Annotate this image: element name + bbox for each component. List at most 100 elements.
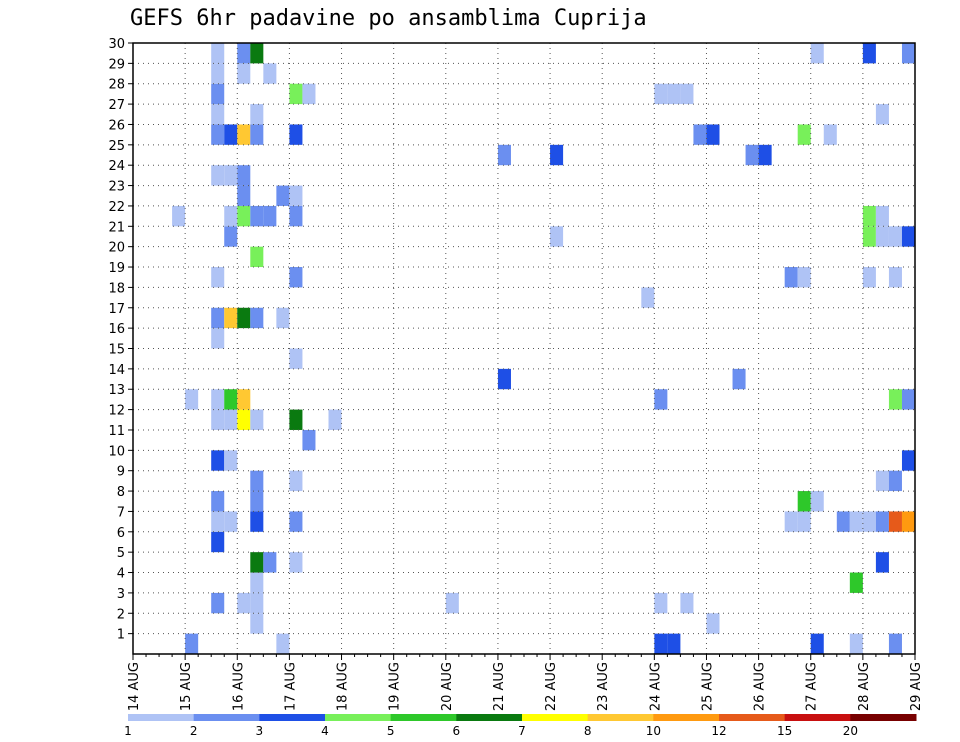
- heatmap-cell: [237, 63, 251, 84]
- y-tick-label: 16: [108, 322, 125, 337]
- heatmap-cell: [224, 205, 238, 227]
- y-tick-label: 15: [108, 343, 125, 358]
- heatmap-cell: [250, 205, 264, 227]
- heatmap-cell: [211, 592, 225, 614]
- heatmap-cell: [276, 307, 290, 329]
- heatmap-cell: [862, 205, 876, 227]
- heatmap-cell: [237, 389, 251, 410]
- legend-swatch: [653, 714, 720, 721]
- legend-label: 20: [843, 724, 858, 738]
- y-axis: 1234567891011121314151617181920212223242…: [108, 37, 133, 643]
- y-tick-label: 20: [108, 241, 125, 256]
- heatmap-cell: [654, 592, 668, 614]
- x-tick-label: 16 AUG: [231, 662, 246, 711]
- heatmap-cell: [497, 144, 511, 166]
- y-tick-label: 3: [117, 587, 125, 602]
- heatmap-cell: [237, 43, 251, 64]
- heatmap-cell: [237, 185, 251, 206]
- heatmap-cell: [849, 633, 863, 654]
- heatmap-cell: [797, 511, 811, 532]
- heatmap-cell: [901, 226, 915, 247]
- heatmap-cell: [224, 450, 238, 471]
- x-tick-label: 28 AUG: [857, 662, 872, 711]
- heatmap-cell: [849, 511, 863, 532]
- heatmap-cell: [875, 470, 889, 492]
- legend-swatch: [128, 714, 195, 721]
- heatmap-cell: [654, 83, 668, 105]
- heatmap-cell: [862, 267, 876, 288]
- heatmap-cell: [862, 511, 876, 532]
- heatmap-cell: [237, 205, 251, 227]
- y-tick-label: 2: [117, 607, 125, 622]
- heatmap-cell: [289, 409, 303, 430]
- legend-swatch: [193, 714, 260, 721]
- heatmap-cell: [250, 470, 264, 492]
- heatmap-cell: [211, 43, 225, 64]
- heatmap-cell: [758, 144, 772, 166]
- gridlines: [133, 42, 915, 654]
- heatmap-cell: [224, 226, 238, 247]
- heatmap-cell: [784, 267, 798, 288]
- heatmap-cell: [875, 205, 889, 227]
- heatmap-cell: [302, 429, 316, 451]
- heatmap-cell: [445, 592, 459, 614]
- heatmap-cell: [680, 592, 694, 614]
- heatmap-cell: [263, 552, 277, 573]
- y-tick-label: 14: [108, 363, 125, 378]
- x-tick-label: 21 AUG: [492, 662, 507, 711]
- legend-swatch: [587, 714, 654, 721]
- legend-label: 3: [256, 724, 264, 738]
- heatmap-cell: [250, 409, 264, 430]
- heatmap-cell: [263, 205, 277, 227]
- heatmap-cell: [250, 104, 264, 125]
- heatmap-cell: [276, 185, 290, 206]
- heatmap-cell: [224, 409, 238, 430]
- heatmap-cell: [497, 368, 511, 390]
- heatmap-cell: [237, 592, 251, 614]
- y-tick-label: 24: [108, 159, 125, 174]
- legend-swatch: [784, 714, 851, 721]
- heatmap-cell: [849, 572, 863, 593]
- heatmap-cell: [172, 205, 186, 227]
- heatmap-cell: [211, 267, 225, 288]
- x-tick-label: 20 AUG: [440, 662, 455, 711]
- heatmap-cell: [862, 43, 876, 64]
- y-tick-label: 18: [108, 281, 125, 296]
- heatmap-cell: [250, 613, 264, 634]
- heatmap-cell: [875, 226, 889, 247]
- heatmap-cell: [250, 124, 264, 145]
- y-tick-label: 11: [108, 424, 125, 439]
- x-tick-label: 27 AUG: [805, 662, 820, 711]
- heatmap-cell: [185, 389, 199, 410]
- y-tick-label: 27: [108, 98, 125, 113]
- heatmap-cell: [836, 511, 850, 532]
- heatmap-cell: [888, 267, 902, 288]
- heatmap-cell: [875, 511, 889, 532]
- heatmap-cell: [211, 531, 225, 553]
- heatmap-cell: [745, 144, 759, 166]
- heatmap-cell: [211, 511, 225, 532]
- heatmap-cell: [641, 287, 655, 308]
- heatmap-cell: [667, 633, 681, 654]
- x-tick-label: 18 AUG: [336, 662, 351, 711]
- heatmap-cell: [706, 124, 720, 145]
- heatmap-cell: [211, 389, 225, 410]
- heatmap-cell: [211, 409, 225, 430]
- legend-swatch: [522, 714, 589, 721]
- legend-swatch: [719, 714, 786, 721]
- heatmap-cell: [875, 104, 889, 125]
- x-tick-label: 26 AUG: [753, 662, 768, 711]
- heatmap-cell: [667, 83, 681, 105]
- color-legend: 1 2 3 4 5 6 7 8 10 12 15 20: [124, 714, 917, 738]
- y-tick-label: 12: [108, 404, 125, 419]
- heatmap-cell: [302, 83, 316, 105]
- y-tick-label: 6: [117, 526, 125, 541]
- legend-label: 12: [711, 724, 726, 738]
- heatmap-cell: [289, 552, 303, 573]
- heatmap-cell: [888, 633, 902, 654]
- heatmap-cell: [250, 552, 264, 573]
- heatmap-cell: [797, 267, 811, 288]
- heatmap-cell: [289, 124, 303, 145]
- heatmap-cell: [289, 205, 303, 227]
- heatmap-cell: [276, 633, 290, 654]
